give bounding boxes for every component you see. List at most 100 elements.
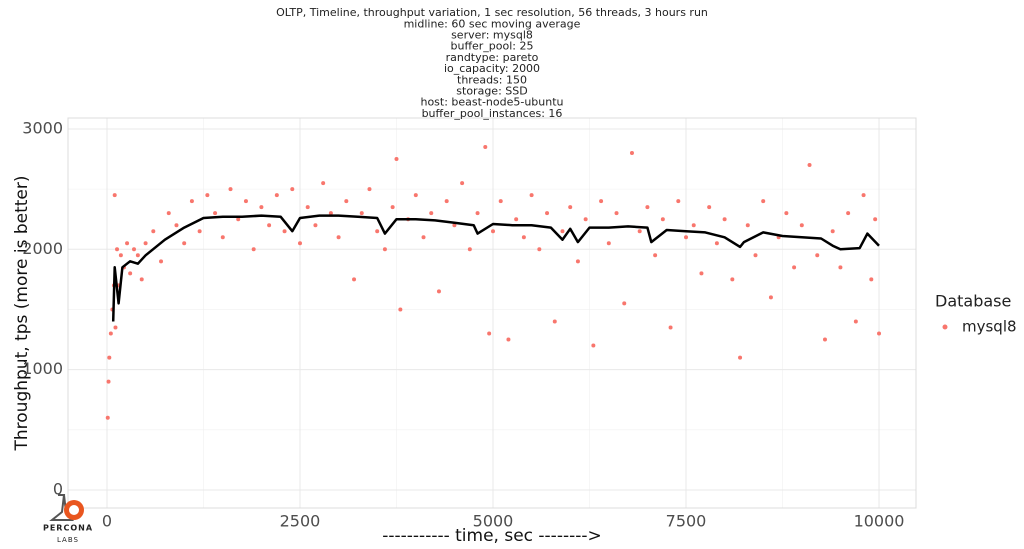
data-point: [228, 187, 233, 192]
chart-title: OLTP, Timeline, throughput variation, 1 …: [276, 6, 708, 19]
logo-subtext: LABS: [57, 536, 79, 544]
data-point: [514, 217, 519, 222]
data-point: [394, 157, 399, 162]
data-point: [398, 307, 403, 312]
y-tick-label: 1000: [22, 359, 63, 378]
moving-average-line: [111, 214, 880, 322]
data-point: [684, 235, 689, 240]
data-point: [506, 337, 511, 342]
data-point: [873, 217, 878, 222]
data-point: [305, 205, 310, 210]
data-point: [560, 229, 565, 234]
data-point: [290, 187, 295, 192]
data-point: [738, 355, 743, 360]
data-point: [251, 247, 256, 252]
data-point: [707, 205, 712, 210]
logo: PERCONA LABS: [43, 494, 92, 544]
data-point: [699, 271, 704, 276]
data-point: [375, 229, 380, 234]
subtitle-line: randtype: pareto: [446, 51, 539, 64]
data-point: [853, 319, 858, 324]
data-point: [583, 217, 588, 222]
legend-title: Database: [935, 292, 1011, 311]
data-point: [545, 211, 550, 216]
data-point: [475, 211, 480, 216]
data-point: [838, 265, 843, 270]
data-point: [591, 343, 596, 348]
data-point: [487, 331, 492, 336]
data-point: [792, 265, 797, 270]
data-point: [552, 319, 557, 324]
y-tick-label: 2000: [22, 239, 63, 258]
x-tick-label: 5000: [473, 512, 514, 531]
subtitle-line: threads: 150: [457, 73, 527, 86]
subtitle-line: storage: SSD: [456, 85, 527, 98]
data-point: [159, 259, 164, 264]
data-point: [113, 325, 118, 330]
data-point: [139, 277, 144, 282]
data-point: [614, 211, 619, 216]
data-point: [107, 355, 112, 360]
data-point: [125, 241, 130, 246]
data-point: [830, 229, 835, 234]
subtitle-line: midline: 60 sec moving average: [404, 17, 581, 30]
data-point: [807, 163, 812, 168]
data-point: [799, 223, 804, 228]
data-point: [768, 295, 773, 300]
data-point: [645, 205, 650, 210]
data-point: [205, 193, 210, 198]
data-point: [259, 205, 264, 210]
data-point: [869, 277, 874, 282]
subtitle-line: server: mysql8: [451, 29, 533, 42]
data-point: [452, 223, 457, 228]
data-point: [390, 205, 395, 210]
data-point: [118, 253, 123, 258]
data-point: [243, 199, 248, 204]
y-axis-label: Throughput, tps (more is better): [12, 176, 32, 452]
data-point: [436, 289, 441, 294]
data-point: [197, 229, 202, 234]
data-point: [606, 241, 611, 246]
data-point: [722, 217, 727, 222]
data-point: [676, 199, 681, 204]
subtitle-line: buffer_pool_instances: 16: [422, 107, 563, 120]
logo-inner: [69, 505, 79, 515]
data-point: [637, 229, 642, 234]
data-point: [352, 277, 357, 282]
data-point: [189, 199, 194, 204]
data-point: [128, 271, 133, 276]
subtitle-line: host: beast-node5-ubuntu: [420, 96, 563, 109]
data-point: [182, 241, 187, 246]
data-point: [668, 325, 673, 330]
x-tick-label: 2500: [280, 512, 321, 531]
data-point: [491, 229, 496, 234]
data-point: [846, 211, 851, 216]
data-point: [313, 223, 318, 228]
data-point: [108, 331, 113, 336]
data-point: [761, 199, 766, 204]
data-point: [236, 217, 241, 222]
data-point: [444, 199, 449, 204]
data-point: [599, 199, 604, 204]
data-point: [321, 181, 326, 186]
data-point: [151, 229, 156, 234]
data-point: [653, 253, 658, 258]
subtitle-line: io_capacity: 2000: [444, 62, 540, 75]
data-point: [815, 253, 820, 258]
data-point: [421, 235, 426, 240]
data-point: [274, 193, 279, 198]
data-point: [660, 217, 665, 222]
legend-marker: [942, 324, 948, 330]
data-point: [575, 259, 580, 264]
data-point: [629, 151, 634, 156]
data-point: [328, 211, 333, 216]
data-point: [745, 223, 750, 228]
y-tick-label: 3000: [22, 118, 63, 137]
data-point: [143, 241, 148, 246]
data-point: [622, 301, 627, 306]
y-tick-label: 0: [53, 479, 63, 498]
x-axis-label: ----------- time, sec -------->: [382, 526, 601, 546]
data-point: [784, 211, 789, 216]
data-point: [429, 211, 434, 216]
data-point: [568, 205, 573, 210]
